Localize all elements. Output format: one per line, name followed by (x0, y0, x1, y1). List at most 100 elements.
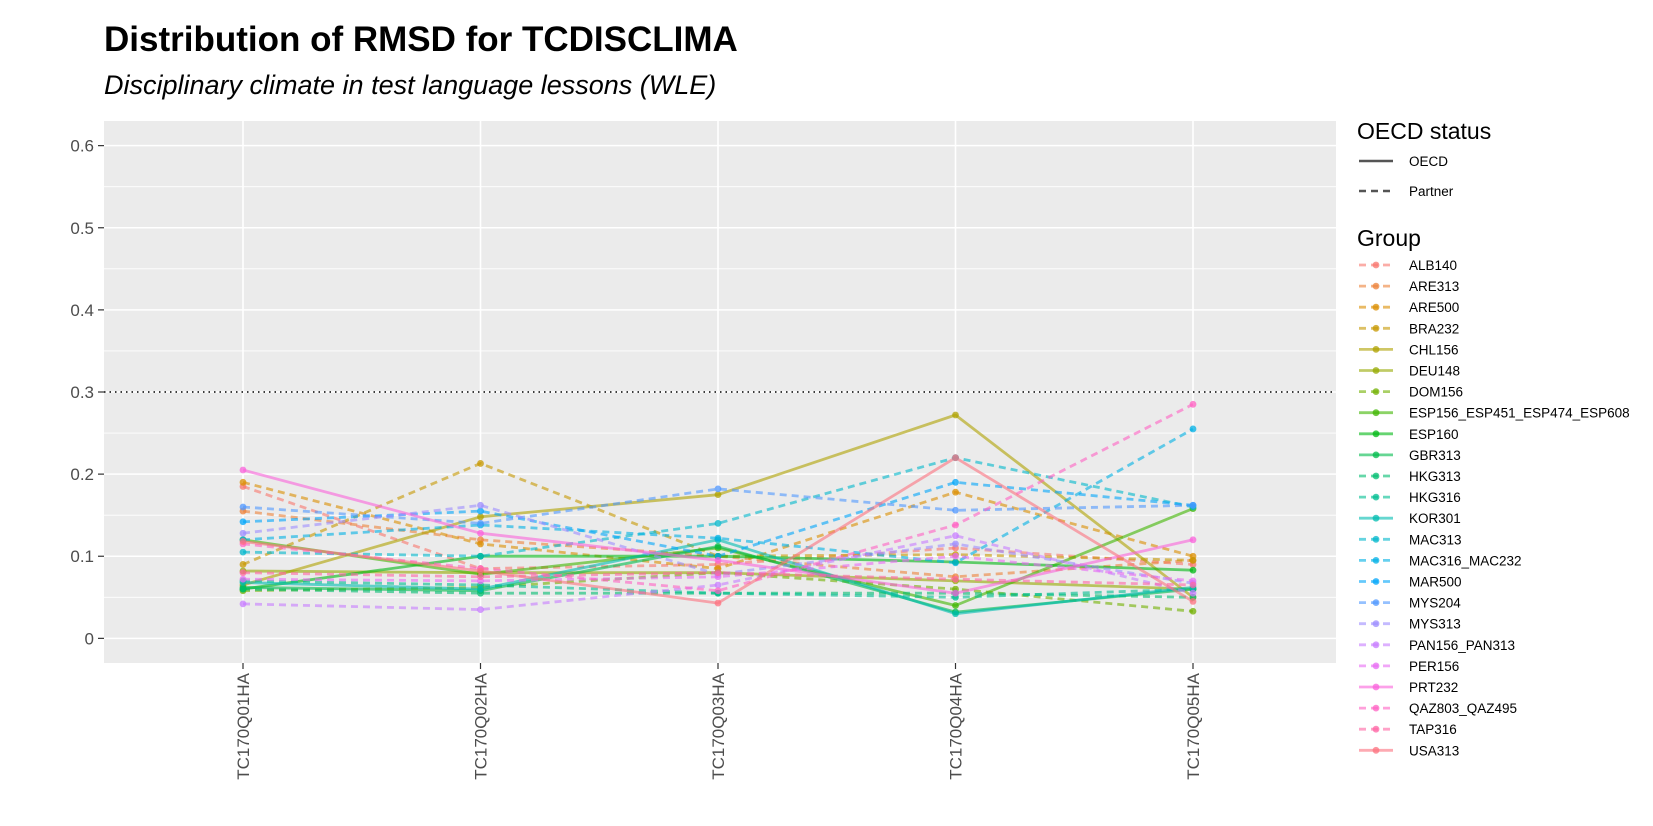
data-point-CHL156 (952, 411, 959, 419)
legend-item: HKG316 (1359, 490, 1461, 505)
legend-key-point (1372, 282, 1380, 290)
legend-item: PAN156_PAN313 (1359, 638, 1515, 653)
legend-label: HKG313 (1409, 469, 1461, 484)
legend-label: MYS204 (1409, 596, 1461, 611)
x-tick-label: TC170Q02HA (472, 672, 491, 779)
legend-label: ARE313 (1409, 279, 1459, 294)
x-tick-label: TC170Q04HA (947, 672, 966, 779)
legend-item: MAC313 (1359, 532, 1462, 547)
legend-label: PER156 (1409, 659, 1459, 674)
data-point-CHL156 (477, 513, 484, 521)
data-point-PAN156_PAN313 (952, 532, 959, 540)
data-point-DOM156 (1189, 607, 1197, 615)
legend-linetype-entries: OECD Partner (1359, 154, 1454, 199)
legend-label: GBR313 (1409, 448, 1461, 463)
legend-item: ESP156_ESP451_ESP474_ESP608 (1359, 406, 1630, 421)
data-point-ARE500 (239, 478, 247, 486)
series-line-MAC313 (242, 456, 1194, 558)
data-point-TAP316 (477, 573, 484, 581)
legend-item: ALB140 (1359, 258, 1457, 273)
data-point-MYS204 (952, 506, 959, 514)
data-point-ESP160 (1189, 566, 1197, 574)
data-point-TAP316 (714, 569, 722, 577)
data-point-TAP316 (1189, 581, 1197, 589)
data-point-PAN156_PAN313 (1189, 589, 1197, 597)
data-point-MAC313 (239, 548, 247, 556)
data-point-MYS313 (239, 529, 247, 537)
y-axis: 0 0.1 0.2 0.3 0.4 0.5 0.6 (70, 137, 104, 648)
data-point-ARE500 (952, 488, 959, 496)
legend-item: MYS204 (1359, 596, 1461, 611)
legend-label: MAC316_MAC232 (1409, 553, 1522, 568)
data-point-MYS204 (714, 485, 722, 493)
legend-key-point (1372, 472, 1380, 480)
series-line-TAP316 (242, 571, 1194, 587)
legend-label: ALB140 (1409, 258, 1457, 273)
legend-label: DEU148 (1409, 364, 1460, 379)
legend-label: PRT232 (1409, 680, 1458, 695)
series-line-MAC316_MAC232 (242, 427, 1194, 565)
legend-item: DOM156 (1359, 385, 1463, 400)
data-point-BRA232 (239, 561, 247, 568)
data-point-PRT232 (477, 529, 484, 537)
y-tick-label: 0.4 (70, 301, 94, 320)
y-tick-label: 0.3 (70, 383, 94, 402)
legend-key-point (1372, 746, 1380, 754)
legend-key-point (1372, 493, 1380, 501)
data-point-MYS313 (952, 540, 959, 548)
legend-label: HKG316 (1409, 490, 1461, 505)
data-point-PRT232 (714, 556, 722, 564)
legend-key-point (1372, 535, 1380, 543)
legend-item: PRT232 (1359, 680, 1458, 695)
y-tick-label: 0.6 (70, 137, 94, 156)
legend-key-point (1372, 261, 1380, 269)
legend-label: DOM156 (1409, 385, 1463, 400)
series-line-MYS204 (242, 487, 1194, 525)
legend-label: TAP316 (1409, 722, 1457, 737)
legend-item: ARE500 (1359, 300, 1459, 315)
data-point-MAC316_MAC232 (1189, 425, 1197, 433)
y-tick-label: 0.5 (70, 219, 94, 238)
legend-group-entries: ALB140 ARE313 ARE500 BRA232 CHL156 DEU148 DOM1… (1359, 258, 1630, 758)
data-point-MAR500 (239, 518, 247, 526)
legend-item: PER156 (1359, 659, 1459, 674)
data-point-MYS204 (477, 519, 484, 527)
series-line-PER156 (242, 554, 1194, 583)
x-tick-label: TC170Q05HA (1184, 672, 1203, 779)
legend-label: ARE500 (1409, 300, 1459, 315)
data-point-MAC313 (714, 519, 722, 527)
data-point-MAC316_MAC232 (952, 559, 959, 567)
legend-item: DEU148 (1359, 364, 1460, 379)
legend-label: ESP156_ESP451_ESP474_ESP608 (1409, 406, 1630, 421)
data-point-USA313 (1189, 598, 1197, 605)
data-point-TAP316 (239, 569, 247, 577)
data-point-QAZ803_QAZ495 (1189, 400, 1197, 408)
legend-label: QAZ803_QAZ495 (1409, 701, 1517, 716)
series-line-HKG316 (242, 579, 1194, 599)
legend-item: HKG313 (1359, 469, 1461, 484)
legend-item: QAZ803_QAZ495 (1359, 701, 1517, 716)
legend-key-point (1372, 662, 1380, 670)
data-point-ARE500 (477, 540, 484, 548)
chart-title: Distribution of RMSD for TCDISCLIMA (104, 20, 738, 59)
series-points (239, 400, 1197, 618)
data-point-KOR301 (952, 610, 959, 618)
data-point-PER156 (952, 552, 959, 560)
legend-linetype-title: OECD status (1357, 118, 1491, 144)
legend-key-point (1372, 641, 1380, 649)
data-point-MAR500 (952, 478, 959, 486)
legend-key-point (1372, 578, 1380, 585)
legend-label: KOR301 (1409, 511, 1461, 526)
legend-label: USA313 (1409, 743, 1459, 758)
series-line-ALB140 (242, 485, 1194, 570)
data-point-PAN156_PAN313 (477, 606, 484, 614)
legend-key-point (1372, 388, 1380, 395)
legend-key-point (1372, 557, 1380, 564)
legend-label: MYS313 (1409, 617, 1461, 632)
legend-item: ESP160 (1359, 427, 1459, 442)
series-line-PAN156_PAN313 (242, 534, 1194, 611)
data-point-PAN156_PAN313 (239, 600, 247, 608)
legend-key-point (1372, 683, 1380, 691)
legend-key-point (1372, 367, 1380, 374)
data-point-PER156 (239, 575, 247, 583)
